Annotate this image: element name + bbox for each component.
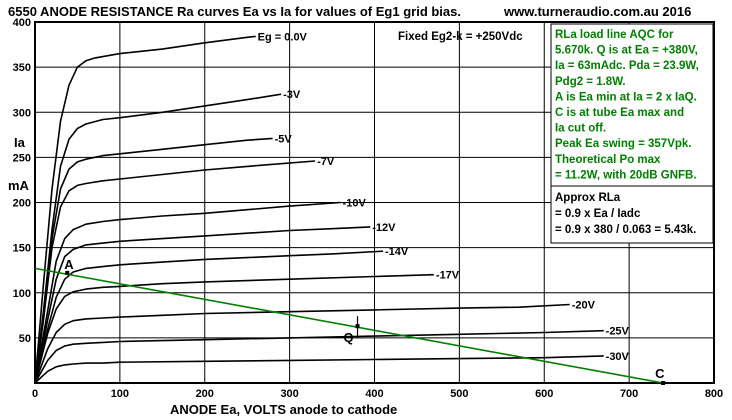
curve-labels-group: Eg = 0.0V -3V -5V -7V -10V -12V -14V -17V -20V -2… — [258, 31, 630, 362]
x-tick-label: 0 — [32, 388, 38, 400]
marker-label: Q — [344, 330, 354, 345]
note-line: Pdg2 = 1.8W. — [555, 76, 626, 88]
note-line: Ia cut off. — [555, 123, 606, 135]
fixed-screen-voltage-label: Fixed Eg2-k = +250Vdc — [398, 31, 523, 43]
curve-label: -30V — [606, 351, 630, 363]
curve-line — [34, 355, 604, 384]
note-line: A is Ea min at Ia = 2 x IaQ. — [555, 91, 697, 103]
curve-label: -12V — [372, 222, 396, 234]
curve-line — [34, 273, 434, 384]
curve-label: -25V — [606, 326, 630, 338]
chart-website: www.turneraudio.com.au 2016 — [503, 4, 691, 19]
curve-line — [34, 226, 371, 384]
curve-label: -20V — [572, 299, 596, 311]
curve-line — [34, 250, 384, 384]
marker-point — [661, 381, 666, 385]
x-tick-label: 600 — [535, 388, 553, 400]
curve-label: -14V — [385, 246, 409, 258]
chart-title: 6550 ANODE RESISTANCE Ra curves Ea vs Ia… — [8, 4, 461, 19]
curve-label: -10V — [343, 198, 367, 210]
y-tick-label: 400 — [13, 17, 31, 29]
x-tick-label: 100 — [111, 388, 129, 400]
curve-label: Eg = 0.0V — [258, 31, 308, 43]
x-tick-label: 200 — [196, 388, 214, 400]
y-tick-label: 250 — [13, 152, 31, 164]
y-tick-labels: 50 100 150 200 250 300 350 400 — [13, 17, 31, 345]
notes-main-text: RLa load line AQC for 5.670k. Q is at Ea … — [555, 29, 699, 181]
curve-line — [34, 93, 282, 384]
x-tick-label: 400 — [365, 388, 383, 400]
markers-group: A Q C — [64, 257, 666, 385]
y-tick-label: 300 — [13, 107, 31, 119]
notes-box — [550, 23, 714, 187]
x-tick-label: 700 — [620, 388, 638, 400]
y-tick-label: 150 — [13, 243, 31, 255]
y-tick-label: 350 — [13, 62, 31, 74]
note-line: C is at tube Ea max and — [555, 107, 684, 119]
note-line: Peak Ea swing = 357Vpk. — [555, 138, 691, 150]
y-axis-label-ma: mA — [8, 178, 30, 193]
marker-point — [355, 324, 360, 329]
x-tick-label: 800 — [705, 388, 723, 400]
note-line: RLa load line AQC for — [555, 29, 674, 41]
x-tick-label: 300 — [280, 388, 298, 400]
curve-label: -7V — [317, 156, 335, 168]
x-axis-label: ANODE Ea, VOLTS anode to cathode — [170, 402, 397, 417]
curve-label: -17V — [436, 270, 460, 282]
curve-line — [34, 303, 570, 384]
notes-rla-text: Approx RLa = 0.9 x Ea / Iadc = 0.9 x 380 /… — [555, 192, 696, 236]
x-tick-label: 500 — [450, 388, 468, 400]
rla-box — [550, 185, 714, 244]
note-line: 5.670k. Q is at Ea = +380V, — [555, 45, 698, 57]
rla-note-line: = 0.9 x 380 / 0.063 = 5.43k. — [555, 224, 696, 236]
note-line: Theoretical Po max — [555, 154, 661, 166]
y-tick-label: 200 — [13, 198, 31, 210]
grid-lines — [35, 22, 714, 383]
marker-label: A — [64, 257, 74, 272]
curve-label: -3V — [283, 89, 301, 101]
y-axis-label-ia: Ia — [14, 135, 26, 150]
y-tick-label: 100 — [13, 288, 31, 300]
curve-line — [34, 329, 604, 384]
x-tick-labels: 0 100 200 300 400 500 600 700 800 — [32, 388, 723, 400]
note-line: = 11.2W, with 20dB GNFB. — [555, 169, 697, 181]
rla-note-line: Approx RLa — [555, 192, 621, 204]
curve-line — [34, 201, 341, 384]
marker-label: C — [655, 366, 665, 381]
note-line: Ia = 63mAdc. Pda = 23.9W, — [555, 60, 699, 72]
curve-line — [34, 137, 273, 384]
y-tick-label: 50 — [19, 333, 31, 345]
curve-line — [34, 35, 256, 384]
rla-note-line: = 0.9 x Ea / Iadc — [555, 208, 641, 220]
curve-label: -5V — [275, 133, 293, 145]
marker-point — [65, 270, 70, 275]
load-line-group — [34, 267, 664, 384]
curve-line — [34, 160, 316, 384]
load-line — [34, 267, 664, 384]
curves-group — [34, 35, 604, 384]
